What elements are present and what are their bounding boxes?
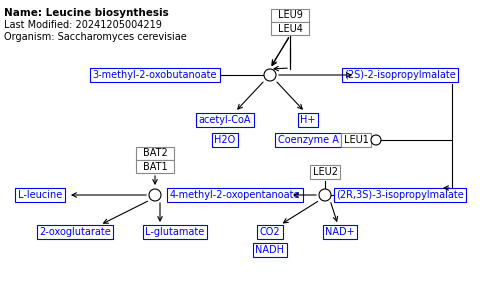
Text: LEU2: LEU2 xyxy=(312,167,337,177)
Text: L-leucine: L-leucine xyxy=(18,190,62,200)
Circle shape xyxy=(371,135,381,145)
Text: BAT1: BAT1 xyxy=(143,162,168,171)
Text: (2R,3S)-3-isopropylmalate: (2R,3S)-3-isopropylmalate xyxy=(336,190,464,200)
Bar xyxy=(136,147,174,160)
Text: NADH: NADH xyxy=(255,245,285,255)
Text: Coenzyme A: Coenzyme A xyxy=(277,135,338,145)
Text: BAT2: BAT2 xyxy=(143,148,168,159)
Text: LEU4: LEU4 xyxy=(277,24,302,33)
Bar xyxy=(271,9,309,22)
Text: 3-methyl-2-oxobutanoate: 3-methyl-2-oxobutanoate xyxy=(93,70,217,80)
Text: H2O: H2O xyxy=(215,135,236,145)
Text: CO2: CO2 xyxy=(260,227,280,237)
Text: 4-methyl-2-oxopentanoate: 4-methyl-2-oxopentanoate xyxy=(170,190,300,200)
Circle shape xyxy=(319,189,331,201)
Text: Name: Leucine biosynthesis: Name: Leucine biosynthesis xyxy=(4,8,169,18)
Text: LEU1: LEU1 xyxy=(344,135,369,145)
Bar xyxy=(271,22,309,35)
Text: (2S)-2-isopropylmalate: (2S)-2-isopropylmalate xyxy=(344,70,456,80)
Text: H+: H+ xyxy=(300,115,316,125)
Text: L-glutamate: L-glutamate xyxy=(145,227,204,237)
Text: LEU9: LEU9 xyxy=(277,10,302,21)
Text: acetyl-CoA: acetyl-CoA xyxy=(199,115,251,125)
Circle shape xyxy=(264,69,276,81)
Circle shape xyxy=(149,189,161,201)
Text: 2-oxoglutarate: 2-oxoglutarate xyxy=(39,227,111,237)
Text: Organism: Saccharomyces cerevisiae: Organism: Saccharomyces cerevisiae xyxy=(4,32,187,42)
Bar xyxy=(136,160,174,173)
Text: Last Modified: 20241205004219: Last Modified: 20241205004219 xyxy=(4,20,162,30)
Text: NAD+: NAD+ xyxy=(325,227,355,237)
